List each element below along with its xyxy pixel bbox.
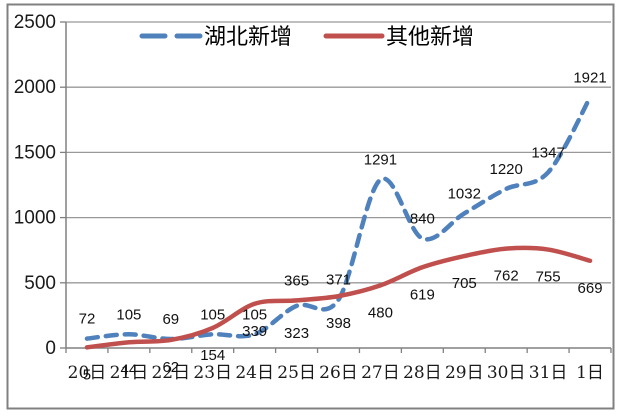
hubei-data-label: 72 <box>79 311 96 328</box>
other-data-label: 339 <box>242 323 267 340</box>
y-axis-tick-label: 1000 <box>14 208 56 229</box>
other-data-label: 365 <box>284 272 309 289</box>
gridline-group <box>66 21 611 284</box>
other-data-label: 755 <box>536 269 561 286</box>
y-axis-tick-label: 2000 <box>14 77 56 98</box>
x-axis-category-label: 26日 <box>319 363 358 383</box>
y-axis-tick-label: 0 <box>45 338 56 359</box>
axes-group <box>60 21 612 353</box>
other-data-label: 480 <box>368 304 393 321</box>
x-axis-category-label: 1日 <box>576 363 604 383</box>
legend-other-label: 其他新增 <box>386 25 474 50</box>
x-axis-category-label: 24日 <box>235 363 274 383</box>
hubei-data-label: 105 <box>242 306 267 323</box>
hubei-data-label: 1291 <box>364 152 397 169</box>
hubei-data-label: 105 <box>200 306 225 323</box>
data-labels: 72 105 69 105 105 323 371 1291 840 1032 1220 1347 19… <box>79 70 607 384</box>
other-data-label: 5 <box>83 366 91 383</box>
x-axis-category-label: 21日 <box>110 363 149 383</box>
legend: 湖北新增 其他新增 <box>139 25 474 50</box>
hubei-data-label: 371 <box>326 272 351 289</box>
hubei-data-label: 840 <box>410 210 435 227</box>
y-axis-tick-label: 500 <box>24 273 56 294</box>
other-series-line <box>84 245 593 350</box>
other-data-label: 705 <box>452 275 477 292</box>
y-axis-tick-label: 1500 <box>14 142 56 163</box>
hubei-data-label: 1347 <box>531 144 564 161</box>
x-axis-category-label: 25日 <box>277 363 316 383</box>
other-data-label: 669 <box>578 280 603 297</box>
x-axis-category-label: 31日 <box>529 363 568 383</box>
series-lines <box>84 95 593 350</box>
other-data-label: 619 <box>410 286 435 303</box>
hubei-data-label: 1220 <box>490 161 523 178</box>
y-axis-labels: 0 500 1000 1500 2000 2500 <box>14 12 56 359</box>
chart-border <box>6 3 615 410</box>
y-axis-tick-label: 2500 <box>14 12 56 33</box>
other-data-label: 154 <box>200 347 225 364</box>
hubei-data-label: 105 <box>116 306 141 323</box>
other-data-label: 44 <box>121 361 138 378</box>
hubei-data-label: 323 <box>284 325 309 342</box>
x-axis-category-label: 23日 <box>193 363 232 383</box>
x-axis-category-label: 22日 <box>151 363 190 383</box>
hubei-data-label: 69 <box>162 311 179 328</box>
hubei-data-label: 1032 <box>448 185 481 202</box>
other-data-label: 62 <box>162 359 179 376</box>
hubei-data-label: 1921 <box>573 70 606 87</box>
x-axis-category-label: 29日 <box>445 363 484 383</box>
legend-hubei-label: 湖北新增 <box>204 25 292 50</box>
x-axis-labels: 20日 21日 22日 23日 24日 25日 26日 27日 28日 29日 30日 31日 1日 <box>68 363 604 383</box>
other-data-label: 398 <box>326 315 351 332</box>
x-axis-category-label: 20日 <box>68 363 107 383</box>
x-axis-category-label: 28日 <box>403 363 442 383</box>
x-axis-category-label: 30日 <box>487 363 526 383</box>
other-data-label: 762 <box>494 268 519 285</box>
x-axis-category-label: 27日 <box>361 363 400 383</box>
